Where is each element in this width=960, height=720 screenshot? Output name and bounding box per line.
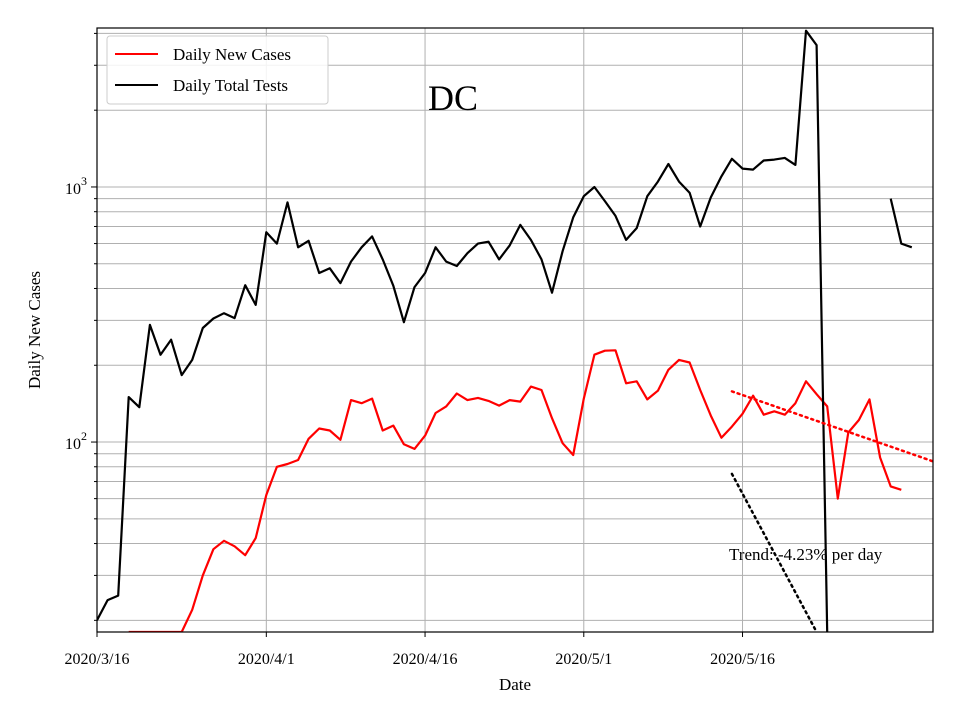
x-axis-label: Date: [499, 675, 531, 694]
x-tick-label: 2020/4/16: [393, 651, 458, 668]
x-axis-ticks: 2020/3/16 2020/4/1 2020/4/16 2020/5/1 2020/5…: [65, 632, 775, 668]
x-tick-label: 2020/3/16: [65, 651, 130, 668]
y-tick-label: 102: [65, 429, 87, 453]
chart-title: DC: [428, 78, 478, 118]
legend: Daily New Cases Daily Total Tests: [106, 35, 329, 105]
trend-line-0: [730, 390, 933, 463]
y-axis-label: Daily New Cases: [25, 271, 44, 389]
legend-label-daily-new-cases: Daily New Cases: [173, 45, 291, 64]
series-line-daily-new-cases: [128, 349, 902, 632]
legend-label-daily-total-tests: Daily Total Tests: [173, 76, 288, 95]
series-line-daily-total-tests: [97, 29, 913, 632]
trend-annotation: Trend: -4.23% per day: [729, 545, 883, 564]
trend-lines: [730, 390, 933, 632]
legend-box: [106, 35, 329, 105]
grid-lines: [96, 28, 933, 632]
y-tick-label: 103: [65, 174, 87, 198]
x-tick-label: 2020/5/16: [710, 651, 775, 668]
x-tick-label: 2020/5/1: [555, 651, 612, 668]
plot-frame: [96, 27, 934, 633]
x-tick-label: 2020/4/1: [238, 651, 295, 668]
series-lines: [97, 29, 913, 632]
trend-line-1: [730, 472, 818, 632]
y-axis-ticks: 102 103: [65, 32, 97, 621]
